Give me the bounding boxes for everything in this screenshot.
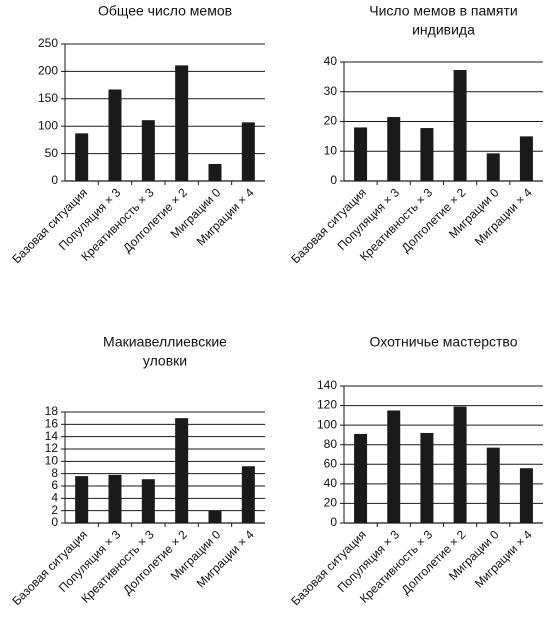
y-tick-label: 0 xyxy=(330,515,337,529)
y-tick-label: 60 xyxy=(324,456,338,470)
chart-title: Макиавеллиевские xyxy=(103,334,227,350)
y-tick-label: 150 xyxy=(38,91,58,105)
bar-4 xyxy=(453,70,467,181)
y-tick-label: 140 xyxy=(317,378,337,392)
bar-3 xyxy=(420,432,434,523)
bar-1 xyxy=(354,433,368,523)
chart-title: Охотничье мастерство xyxy=(370,334,518,350)
chart-title: уловки xyxy=(143,353,187,369)
bar-2 xyxy=(108,474,122,523)
bar-2 xyxy=(387,410,401,523)
chart-title: Число мемов в памяти xyxy=(369,3,517,19)
y-tick-label: 250 xyxy=(38,36,58,50)
y-tick-label: 0 xyxy=(51,173,58,187)
chart-title: индивида xyxy=(412,22,475,38)
y-tick-label: 6 xyxy=(51,478,58,492)
y-tick-label: 200 xyxy=(38,64,58,78)
y-tick-label: 50 xyxy=(45,146,59,160)
chart-panel-4: Охотничье мастерство020406080100120140Ба… xyxy=(288,334,543,608)
y-tick-label: 8 xyxy=(51,466,58,480)
bar-1 xyxy=(354,127,368,181)
bar-4 xyxy=(175,418,189,523)
bar-5 xyxy=(208,164,222,181)
y-tick-label: 10 xyxy=(45,454,59,468)
y-tick-label: 20 xyxy=(324,496,338,510)
y-tick-label: 16 xyxy=(45,417,59,431)
bar-6 xyxy=(519,136,533,181)
y-tick-label: 2 xyxy=(51,503,58,517)
bar-3 xyxy=(141,120,155,181)
y-tick-label: 12 xyxy=(45,441,59,455)
y-tick-label: 0 xyxy=(51,515,58,529)
bar-1 xyxy=(75,133,89,181)
y-tick-label: 10 xyxy=(324,143,338,157)
y-tick-label: 40 xyxy=(324,476,338,490)
bar-2 xyxy=(108,89,122,181)
bar-5 xyxy=(486,447,500,523)
y-tick-label: 120 xyxy=(317,398,337,412)
bar-4 xyxy=(175,65,189,181)
y-tick-label: 40 xyxy=(324,54,338,68)
bar-3 xyxy=(141,479,155,523)
bar-6 xyxy=(241,122,255,181)
chart-panel-1: Общее число мемов050100150200250Базовая … xyxy=(9,3,265,266)
y-tick-label: 30 xyxy=(324,84,338,98)
y-tick-label: 100 xyxy=(317,417,337,431)
y-tick-label: 0 xyxy=(330,173,337,187)
bar-4 xyxy=(453,406,467,523)
chart-panel-3: Макиавеллиевскиеуловки024681012141618Баз… xyxy=(9,334,265,608)
y-tick-label: 18 xyxy=(45,404,59,418)
chart-title: Общее число мемов xyxy=(98,3,232,19)
bar-5 xyxy=(486,153,500,181)
bar-6 xyxy=(519,468,533,523)
bar-1 xyxy=(75,476,89,523)
bar-5 xyxy=(208,510,222,523)
y-tick-label: 20 xyxy=(324,114,338,128)
bar-3 xyxy=(420,128,434,181)
y-tick-label: 4 xyxy=(51,491,58,505)
bar-6 xyxy=(241,466,255,523)
bar-2 xyxy=(387,117,401,181)
y-tick-label: 80 xyxy=(324,437,338,451)
y-tick-label: 100 xyxy=(38,118,58,132)
chart-panel-2: Число мемов в памятииндивида010203040Баз… xyxy=(288,3,543,266)
y-tick-label: 14 xyxy=(45,429,59,443)
